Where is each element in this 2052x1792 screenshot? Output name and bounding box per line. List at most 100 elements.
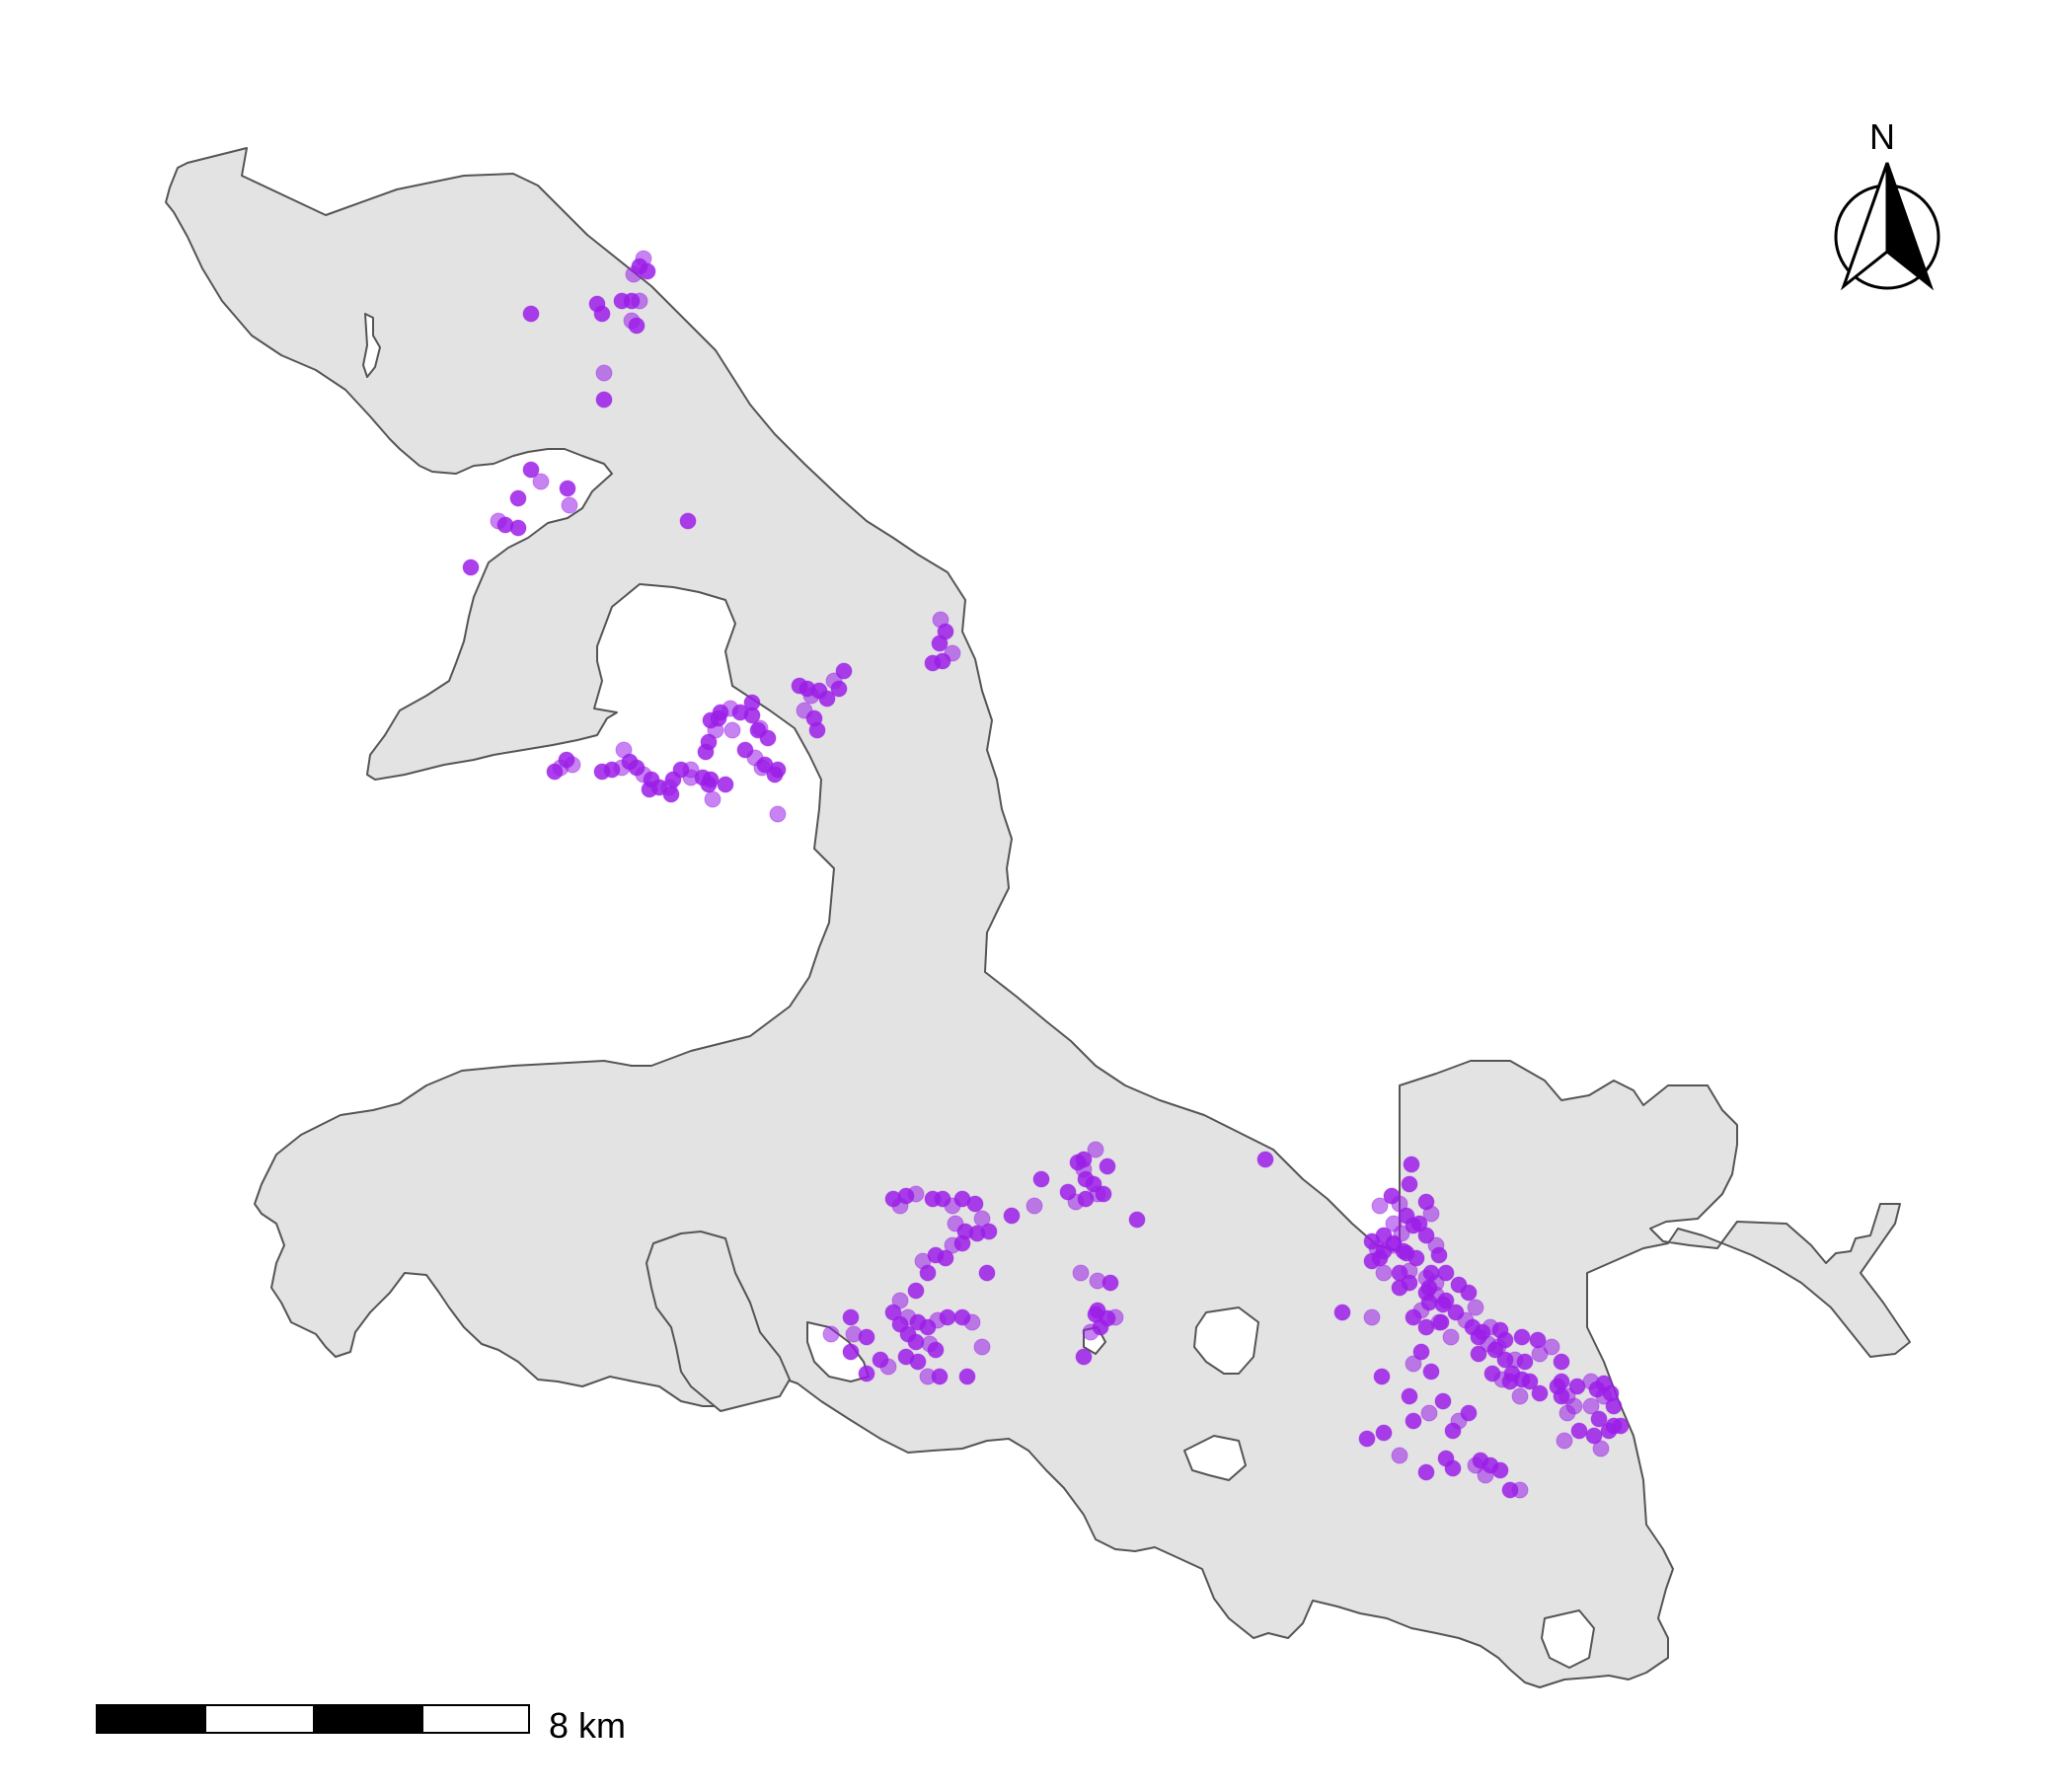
occurrence-point (1444, 1459, 1462, 1477)
occurrence-point (1565, 1397, 1583, 1415)
occurrence-point (1375, 1424, 1393, 1442)
occurrence-point (1432, 1313, 1450, 1331)
occurrence-point (1099, 1157, 1116, 1175)
occurrence-point (522, 305, 540, 323)
occurrence-point (963, 1313, 981, 1331)
occurrence-point (1401, 1387, 1418, 1405)
occurrence-point (1403, 1156, 1420, 1173)
occurrence-point (766, 766, 784, 784)
occurrence-point (818, 690, 836, 708)
occurrence-point (1582, 1397, 1600, 1415)
occurrence-point (958, 1368, 976, 1385)
occurrence-point (1256, 1151, 1274, 1168)
occurrence-point (1410, 1215, 1428, 1232)
occurrence-point (704, 790, 722, 808)
occurrence-point (934, 652, 951, 670)
occurrence-point (1529, 1331, 1547, 1349)
occurrence-point (980, 1223, 998, 1240)
occurrence-point (1491, 1461, 1509, 1479)
occurrence-point (927, 1341, 945, 1359)
occurrence-point (1077, 1190, 1095, 1208)
occurrence-point (1405, 1412, 1422, 1430)
occurrence-point (1585, 1427, 1603, 1445)
occurrence-point (1595, 1375, 1613, 1392)
occurrence-point (919, 1368, 937, 1385)
occurrence-point (723, 721, 741, 739)
occurrence-point (1422, 1363, 1440, 1381)
occurrence-point (559, 480, 576, 497)
occurrence-point (532, 473, 550, 490)
occurrence-point (835, 662, 853, 680)
occurrence-point (717, 776, 734, 793)
scale-label: 8 km (549, 1705, 627, 1746)
occurrence-point (749, 721, 767, 739)
occurrence-point (631, 292, 648, 310)
occurrence-point (1460, 1284, 1478, 1302)
occurrence-point (858, 1328, 875, 1346)
occurrence-point (509, 519, 527, 537)
occurrence-point (907, 1282, 925, 1300)
occurrence-point (1333, 1304, 1351, 1321)
occurrence-point (897, 1348, 915, 1366)
lake-southeast (1541, 1609, 1595, 1669)
occurrence-point (1075, 1348, 1093, 1366)
occurrence-point (1358, 1430, 1376, 1448)
occurrence-point (641, 781, 658, 798)
occurrence-point (842, 1308, 860, 1326)
occurrence-point (662, 785, 680, 803)
occurrence-point (1003, 1207, 1021, 1225)
occurrence-point (1417, 1463, 1435, 1481)
scale-segment-2 (204, 1704, 315, 1734)
occurrence-point (1417, 1284, 1435, 1302)
occurrence-point (822, 1325, 840, 1343)
occurrence-point (595, 364, 613, 382)
occurrence-point (1128, 1211, 1146, 1229)
occurrence-point (1087, 1141, 1104, 1158)
occurrence-point (1405, 1355, 1422, 1373)
occurrence-point (1437, 1264, 1455, 1282)
occurrence-point (1405, 1308, 1422, 1326)
occurrence-point (1427, 1274, 1445, 1292)
occurrence-point (639, 262, 656, 280)
occurrence-point (842, 1343, 860, 1361)
occurrence-point (808, 721, 826, 739)
north-arrow-icon (1834, 162, 1940, 291)
occurrence-point (700, 776, 718, 793)
occurrence-point (1531, 1384, 1549, 1402)
occurrence-point (931, 635, 949, 652)
points-layer (462, 250, 1630, 1499)
occurrence-point (1511, 1481, 1529, 1499)
occurrence-point (561, 496, 578, 514)
occurrence-point (1391, 1279, 1408, 1297)
occurrence-point (1430, 1246, 1448, 1264)
occurrence-point (872, 1351, 889, 1369)
occurrence-point (710, 709, 727, 727)
occurrence-point (907, 1185, 925, 1203)
occurrence-point (830, 680, 848, 698)
occurrence-point (939, 1308, 956, 1326)
occurrence-point (966, 1195, 984, 1213)
occurrence-point (1511, 1387, 1529, 1405)
occurrence-point (743, 694, 761, 711)
scale-segment-1 (96, 1704, 206, 1734)
occurrence-point (1417, 1227, 1435, 1244)
occurrence-point (1470, 1345, 1487, 1363)
occurrence-point (628, 317, 646, 335)
occurrence-point (1391, 1195, 1408, 1213)
occurrence-point (1095, 1185, 1112, 1203)
occurrence-point (1412, 1343, 1430, 1361)
occurrence-point (973, 1338, 991, 1356)
occurrence-point (1401, 1175, 1418, 1193)
occurrence-point (891, 1292, 909, 1309)
occurrence-point (1516, 1353, 1534, 1371)
occurrence-point (1032, 1170, 1050, 1188)
occurrence-point (1460, 1404, 1478, 1422)
occurrence-point (1553, 1353, 1570, 1371)
occurrence-point (1590, 1410, 1608, 1428)
occurrence-point (1442, 1328, 1460, 1346)
occurrence-point (1082, 1323, 1100, 1341)
occurrence-point (1570, 1422, 1588, 1440)
occurrence-point (1556, 1432, 1573, 1450)
occurrence-point (462, 559, 480, 576)
